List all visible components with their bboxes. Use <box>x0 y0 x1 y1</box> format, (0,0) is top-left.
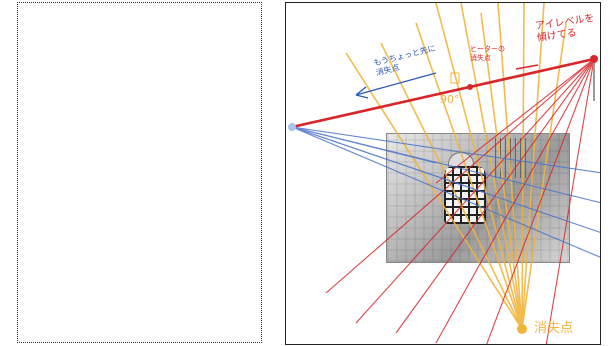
right-vanishing-point-dot <box>590 55 598 63</box>
perspective-guide-panel: アイレベルを 傾けてる もうちょっと先に 消失点 ヒーターの 消失点 90° 消… <box>285 2 601 345</box>
angle-marker-box <box>450 72 460 84</box>
left-vanishing-point-dot <box>288 123 296 131</box>
blank-canvas-panel <box>17 2 262 343</box>
tilt-arrow <box>515 64 539 70</box>
angle-annotation: 90° <box>440 93 460 106</box>
vanishing-point-annotation: 消失点 <box>534 321 574 336</box>
blue-perspective-lines <box>291 126 600 258</box>
arrow-head <box>355 86 369 99</box>
arrow-line <box>355 72 437 96</box>
heater-vp-annotation: ヒーターの 消失点 <box>470 45 505 62</box>
bottom-vanishing-point-dot <box>517 324 527 334</box>
heater-vanishing-point-dot <box>467 84 473 90</box>
yellow-vertical-lines <box>345 3 567 330</box>
perspective-lines-overlay <box>288 3 600 344</box>
eye-level-line <box>291 57 595 129</box>
